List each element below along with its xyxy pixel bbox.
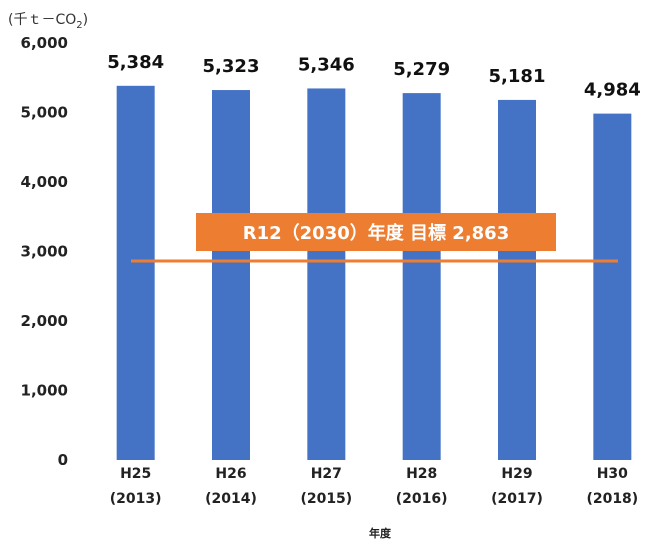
x-axis-title: 年度 — [369, 526, 392, 540]
value-labels: 5,384 5,323 5,346 5,279 5,181 4,984 — [107, 52, 641, 101]
x-tick-label: (2014) — [205, 491, 257, 507]
bar — [593, 113, 632, 460]
y-tick-label: 2,000 — [21, 312, 68, 330]
y-tick-label: 0 — [58, 451, 68, 469]
y-tick-label: 1,000 — [21, 382, 68, 400]
x-axis: H25 (2013) H26 (2014) H27 (2015) H28 (2016) H29 (… — [110, 466, 638, 507]
target-label: R12（2030）年度 目標 2,863 — [243, 222, 509, 244]
bar — [498, 99, 536, 460]
data-label: 5,181 — [489, 66, 546, 87]
y-tick-label: 3,000 — [21, 243, 68, 261]
target-label-box — [196, 213, 556, 251]
x-tick-label: H27 — [311, 466, 342, 482]
y-tick-label: 4,000 — [21, 173, 68, 191]
x-tick-label: (2016) — [396, 491, 448, 507]
y-tick-label: 6,000 — [21, 34, 68, 52]
x-tick-label: (2018) — [586, 491, 638, 507]
x-tick-label: H30 — [597, 466, 628, 482]
bar — [402, 93, 441, 460]
data-label: 5,384 — [107, 52, 164, 73]
x-tick-label: (2017) — [491, 491, 543, 507]
y-tick-label: 5,000 — [21, 104, 68, 122]
x-tick-label: H29 — [501, 466, 532, 482]
data-label: 5,346 — [298, 54, 355, 75]
y-axis: 0 1,000 2,000 3,000 4,000 5,000 6,000 — [21, 34, 68, 469]
bar — [307, 88, 346, 460]
data-label: 5,279 — [393, 59, 450, 80]
bar — [212, 90, 250, 460]
x-tick-label: H26 — [215, 466, 246, 482]
data-label: 4,984 — [584, 80, 641, 101]
x-tick-label: H25 — [120, 466, 151, 482]
bar — [116, 85, 155, 460]
x-tick-label: (2013) — [110, 491, 162, 507]
x-tick-label: H28 — [406, 466, 437, 482]
bars — [116, 85, 632, 460]
data-label: 5,323 — [203, 56, 260, 77]
x-tick-label: (2015) — [300, 491, 352, 507]
unit-label: (千ｔ－CO2) — [8, 12, 88, 31]
